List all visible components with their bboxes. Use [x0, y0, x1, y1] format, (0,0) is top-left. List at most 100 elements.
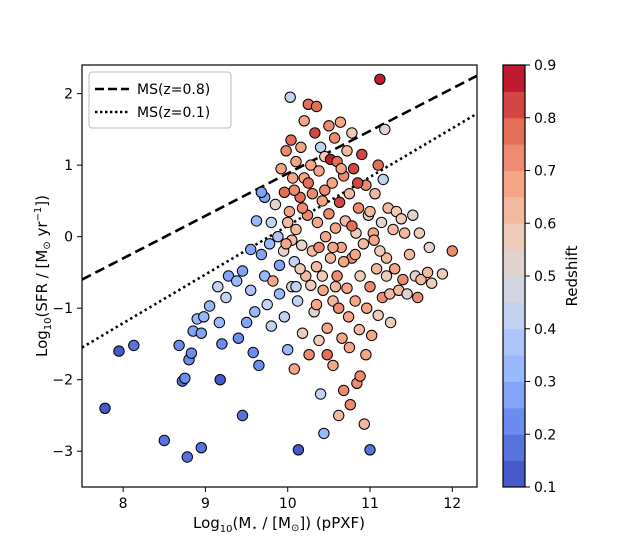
scatter-point — [374, 245, 386, 257]
scatter-point — [113, 345, 125, 357]
scatter-point — [269, 198, 282, 211]
scatter-point — [247, 346, 259, 359]
colorbar-tick-label: 0.2 — [534, 427, 556, 443]
colorbar-bin — [503, 170, 525, 198]
scatter-point — [333, 409, 345, 422]
scatter-point — [353, 323, 365, 336]
scatter-point — [323, 208, 335, 220]
scatter-point — [280, 145, 292, 157]
scatter-point — [263, 238, 276, 250]
scatter-point — [282, 344, 294, 356]
scatter-point — [278, 311, 291, 323]
scatter-point — [379, 123, 391, 136]
scatter-point — [99, 402, 111, 414]
x-axis-ticks: 8 9 10 11 12 — [119, 487, 461, 512]
scatter-point — [309, 127, 321, 139]
scatter-point — [314, 388, 327, 400]
scatter-point — [372, 159, 384, 171]
scatter-point — [341, 145, 353, 157]
scatter-point — [128, 339, 140, 352]
scatter-point — [380, 270, 393, 282]
scatter-point — [245, 284, 257, 296]
scatter-point — [265, 320, 277, 332]
scatter-point — [366, 329, 378, 342]
scatter-point — [265, 216, 277, 229]
colorbar-bin — [503, 91, 525, 119]
scatter-point — [354, 370, 366, 382]
scatter-point — [282, 216, 294, 229]
scatter-point — [222, 270, 235, 282]
x-tick-label: 9 — [201, 496, 210, 512]
scatter-point — [338, 256, 350, 268]
scatter-point — [426, 277, 438, 289]
scatter-point — [370, 263, 383, 275]
scatter-point — [213, 316, 226, 329]
scatter-point — [255, 248, 268, 261]
colorbar-tick-label: 0.7 — [534, 164, 556, 180]
scatter-point — [255, 186, 268, 199]
colorbar-label: Redshift — [563, 245, 581, 306]
scatter-point — [288, 184, 300, 196]
colorbar-tick-label: 0.5 — [534, 269, 556, 285]
scatter-point — [327, 241, 339, 254]
scatter-point — [158, 434, 171, 447]
scatter-point — [352, 177, 364, 189]
scatter-point — [245, 243, 257, 256]
scatter-point — [334, 116, 347, 128]
scatter-point — [423, 241, 435, 254]
y-tick-label: 2 — [64, 87, 73, 103]
scatter-point — [403, 248, 416, 261]
x-tick-label: 8 — [119, 496, 128, 512]
y-tick-label: −3 — [52, 444, 73, 460]
scatter-point — [415, 273, 427, 286]
scatter-point — [333, 196, 346, 209]
scatter-point — [395, 213, 407, 225]
colorbar-bin — [503, 434, 525, 462]
scatter-point — [231, 275, 243, 287]
scatter-point — [401, 288, 413, 300]
scatter-point — [313, 241, 325, 254]
scatter-point — [220, 291, 232, 304]
colorbar-bin — [503, 276, 525, 303]
plot-frame — [81, 64, 478, 488]
scatter-point — [335, 163, 347, 175]
colorbar-bin — [503, 196, 525, 224]
scatter-point — [296, 239, 308, 251]
scatter-point — [347, 163, 360, 175]
x-tick-label: 12 — [443, 496, 461, 512]
colorbar-tick-label: 0.6 — [534, 216, 556, 232]
y-axis-ticks: 2 1 0 −1 −2 −3 — [52, 87, 82, 460]
scatter-point — [203, 300, 216, 312]
scatter-point — [324, 252, 337, 264]
scatter-point — [380, 252, 393, 264]
legend: MS(z=0.8) MS(z=0.1) — [88, 71, 232, 129]
legend-label-ms-z08: MS(z=0.8) — [137, 82, 210, 98]
scatter-point — [357, 238, 370, 250]
scatter-point — [377, 173, 389, 186]
scatter-point — [384, 316, 397, 329]
scatter-point — [321, 349, 333, 361]
scatter-point — [421, 266, 434, 279]
scatter-point — [374, 73, 386, 86]
scatter-point — [349, 248, 361, 261]
scatter-point — [310, 298, 323, 311]
colorbar-bin — [503, 355, 525, 382]
scatter-point — [352, 202, 365, 214]
y-tick-label: −2 — [52, 373, 73, 389]
colorbar-tick-label: 0.9 — [534, 58, 556, 74]
scatter-point — [341, 282, 353, 294]
scatter-point — [364, 281, 376, 293]
scatter-point — [346, 220, 358, 232]
scatter-point — [278, 186, 291, 199]
colorbar-bin — [503, 223, 525, 251]
colorbar-bin — [503, 65, 525, 92]
scatter-point — [358, 418, 370, 430]
colorbar-bin — [503, 381, 525, 409]
scatter-point — [375, 216, 388, 229]
scatter-point — [181, 451, 194, 463]
colorbar-tick-label: 0.3 — [534, 375, 556, 391]
scatter-point — [354, 270, 366, 282]
scatter-point — [261, 298, 273, 311]
scatter-point — [290, 155, 302, 168]
